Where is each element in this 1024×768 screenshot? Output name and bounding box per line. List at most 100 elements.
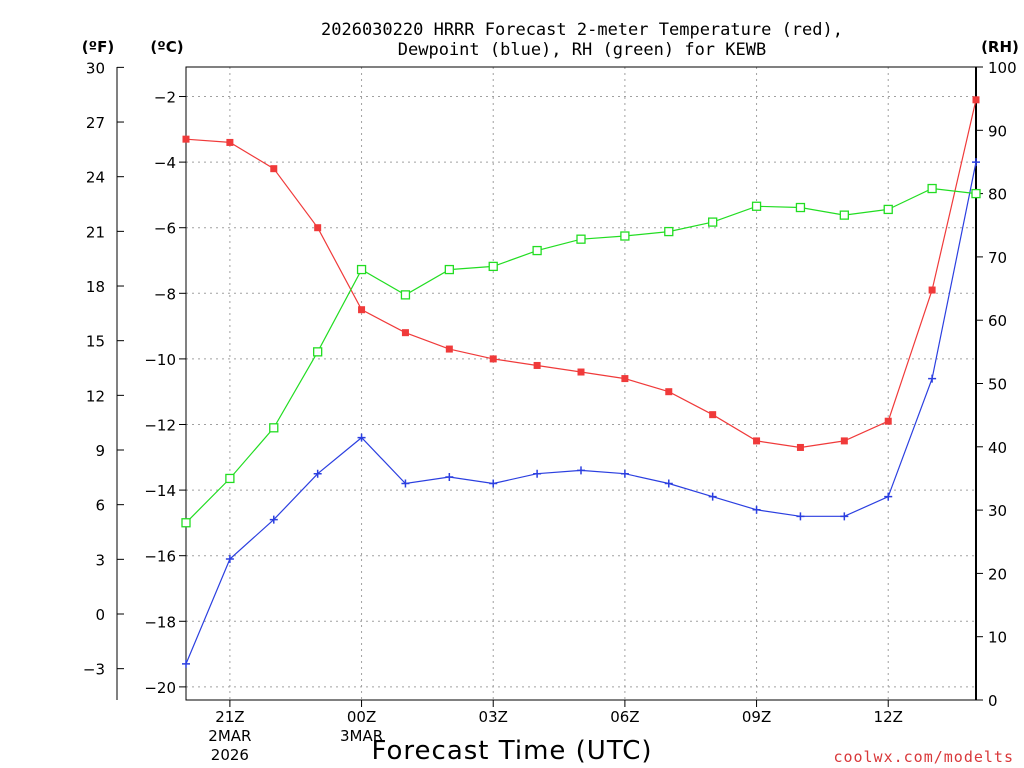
fahrenheit-tick-label: 15 <box>86 333 105 351</box>
rh-tick-label: 70 <box>988 249 1007 267</box>
dewpoint-point <box>664 479 673 488</box>
x-tick-label: 03Z <box>479 708 508 726</box>
rh-tick-label: 0 <box>988 692 998 710</box>
rh-tick-label: 60 <box>988 312 1007 330</box>
rh-point <box>356 264 367 275</box>
dewpoint-point <box>840 512 849 521</box>
fahrenheit-unit-label: (ºF) <box>82 38 114 56</box>
dewpoint-point <box>796 512 805 521</box>
rh-point <box>839 210 849 220</box>
temperature-point <box>621 375 629 383</box>
temperature-point <box>577 368 585 376</box>
dewpoint-point <box>445 472 454 481</box>
plot-frame <box>185 66 977 701</box>
dewpoint-point <box>225 554 234 563</box>
x-axis-title: Forecast Time (UTC) <box>371 736 652 766</box>
dewpoint-point <box>708 492 717 501</box>
source-credit: coolwx.com/modelts <box>833 748 1014 766</box>
celsius-tick-label: −10 <box>144 351 176 369</box>
x-tick-label: 12Z <box>874 708 903 726</box>
x-tick-label: 00Z <box>347 708 376 726</box>
temperature-point <box>665 388 673 396</box>
celsius-tick-label: −8 <box>154 285 176 303</box>
rh-point <box>313 347 323 357</box>
rh-point <box>444 264 454 275</box>
celsius-tick-label: −2 <box>154 89 176 107</box>
gridlines <box>186 67 976 700</box>
celsius-tick-label: −12 <box>144 416 176 434</box>
fahrenheit-tick-label: 18 <box>86 278 105 296</box>
dewpoint-point <box>972 158 980 167</box>
rh-tick-label: 40 <box>988 439 1007 457</box>
temperature-point <box>226 138 234 146</box>
rh-point <box>532 245 542 256</box>
dewpoint-point <box>313 469 322 478</box>
x-tick-date: 3MAR <box>340 727 383 745</box>
temperature-point <box>840 437 848 445</box>
celsius-tick-label: −16 <box>144 548 176 566</box>
fahrenheit-tick-label: 21 <box>86 223 105 241</box>
rh-point <box>664 226 674 237</box>
temperature-point <box>489 355 497 363</box>
data-series <box>181 96 981 668</box>
temperature-point <box>401 329 409 337</box>
rh-tick-label: 30 <box>988 502 1007 520</box>
temperature-point <box>753 437 761 445</box>
fahrenheit-tick-label: 24 <box>86 169 105 187</box>
celsius-unit-label: (ºC) <box>150 38 183 56</box>
rh-point <box>971 188 981 199</box>
x-tick-label: 09Z <box>742 708 771 726</box>
rh-point <box>488 261 498 272</box>
temperature-point <box>972 96 980 104</box>
dewpoint-point <box>928 374 937 383</box>
dewpoint-point <box>489 479 498 488</box>
rh-tick-label: 90 <box>988 122 1007 140</box>
x-tick-year: 2026 <box>211 746 249 764</box>
temperature-line <box>185 99 977 449</box>
rh-point <box>181 518 191 528</box>
dewpoint-point <box>269 515 278 524</box>
chart-title-line2: Dewpoint (blue), RH (green) for KEWB <box>398 40 766 60</box>
celsius-tick-label: −20 <box>144 679 176 697</box>
fahrenheit-tick-label: 3 <box>95 551 105 569</box>
rh-tick-label: 100 <box>988 59 1017 77</box>
rh-point <box>708 217 718 227</box>
fahrenheit-tick-label: 30 <box>86 59 105 77</box>
fahrenheit-tick-label: 9 <box>95 442 105 460</box>
rh-point <box>795 202 806 213</box>
rh-point <box>620 231 630 241</box>
x-tick-label: 21Z <box>215 708 244 726</box>
celsius-tick-label: −6 <box>154 220 176 238</box>
dewpoint-point <box>752 505 761 514</box>
rh-point <box>751 201 762 211</box>
rh-point <box>927 183 937 194</box>
fahrenheit-tick-label: 12 <box>86 387 105 405</box>
temperature-point <box>314 224 322 232</box>
temperature-point <box>928 286 936 294</box>
dewpoint-point <box>577 466 585 475</box>
temperature-point <box>270 165 278 173</box>
rh-tick-label: 20 <box>988 565 1007 583</box>
dewpoint-point <box>182 659 190 668</box>
rh-point <box>400 290 411 300</box>
dewpoint-point <box>620 469 629 478</box>
fahrenheit-tick-label: 6 <box>95 497 105 515</box>
fahrenheit-tick-label: 0 <box>95 606 105 624</box>
celsius-tick-label: −4 <box>154 154 176 172</box>
rh-unit-label: (RH) <box>981 38 1019 56</box>
rh-point <box>883 204 893 215</box>
temperature-point <box>796 443 804 451</box>
rh-point <box>576 234 586 244</box>
temperature-point <box>709 411 717 419</box>
fahrenheit-tick-label: −3 <box>83 661 105 679</box>
celsius-tick-label: −18 <box>144 613 176 631</box>
temperature-point <box>445 345 453 353</box>
rh-tick-label: 50 <box>988 376 1007 394</box>
rh-point <box>225 473 235 484</box>
temperature-point <box>884 417 892 425</box>
dewpoint-point <box>401 479 410 488</box>
dewpoint-point <box>884 492 893 501</box>
celsius-tick-label: −14 <box>144 482 176 500</box>
rh-point <box>269 423 279 433</box>
